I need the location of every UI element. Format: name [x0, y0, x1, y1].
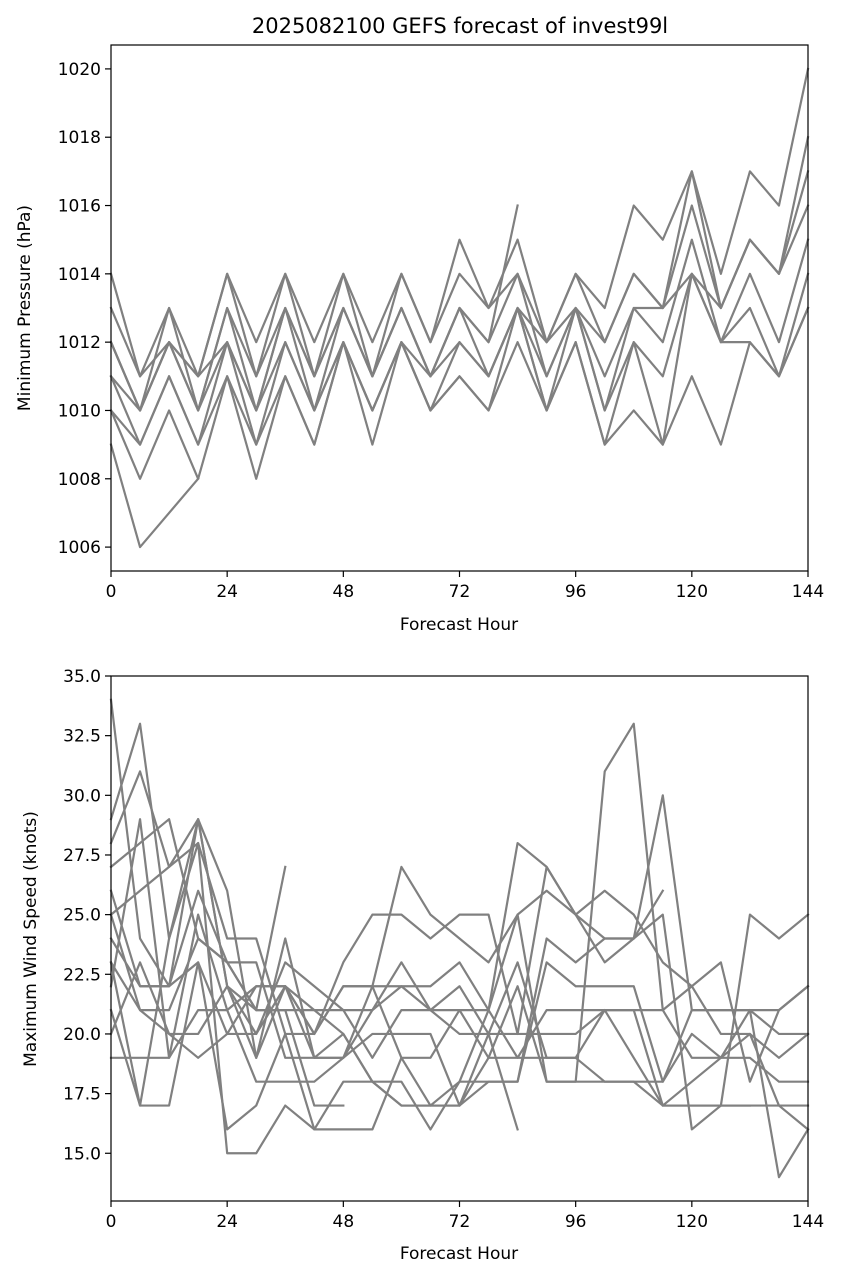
- wind-y-tick-label: 27.5: [63, 846, 101, 866]
- pressure-y-tick-label: 1020: [58, 60, 101, 80]
- pressure-series-line-10: [109, 443, 200, 549]
- wind-x-tick-label: 48: [333, 1212, 355, 1232]
- wind-y-tick-label: 20.0: [63, 1025, 101, 1045]
- wind-y-tick-label: 32.5: [63, 727, 101, 747]
- pressure-series-group: [109, 67, 810, 549]
- pressure-series-line-2: [109, 135, 810, 378]
- wind-x-tick-label: 96: [565, 1212, 587, 1232]
- pressure-x-tick-label: 120: [676, 582, 708, 602]
- wind-series-line-7: [109, 936, 519, 1131]
- pressure-y-tick-label: 1018: [58, 128, 101, 148]
- wind-y-tick-label: 17.5: [63, 1085, 101, 1105]
- wind-y-tick-label: 22.5: [63, 965, 101, 985]
- pressure-y-tick-label: 1016: [58, 197, 101, 217]
- pressure-y-ticks: 1006 1008 1010 1012 1014 1016 1018 1020: [58, 60, 111, 558]
- pressure-panel: 0 24 48 72 96 120 144 1006 1008 1010 1012 1014 1016…: [15, 44, 824, 635]
- pressure-y-axis-label: Minimum Pressure (hPa): [15, 205, 35, 411]
- wind-y-ticks: 15.0 17.5 20.0 22.5 25.0 27.5 30.0 32.5 35.0: [63, 667, 111, 1164]
- pressure-y-tick-label: 1010: [58, 401, 101, 421]
- wind-x-axis-label: Forecast Hour: [400, 1244, 518, 1264]
- wind-y-axis-label: Maximum Wind Speed (knots): [21, 811, 41, 1067]
- pressure-x-axis-label: Forecast Hour: [400, 615, 518, 635]
- wind-series-line-14: [109, 913, 752, 1107]
- pressure-y-tick-label: 1014: [58, 265, 101, 285]
- wind-series-line-10: [109, 961, 810, 1131]
- pressure-x-ticks: 0 24 48 72 96 120 144: [106, 571, 824, 602]
- wind-series-group: [109, 698, 810, 1179]
- wind-x-tick-label: 24: [216, 1212, 238, 1232]
- chart-title: 2025082100 GEFS forecast of invest99l: [252, 14, 668, 38]
- wind-y-tick-label: 25.0: [63, 906, 101, 926]
- wind-x-tick-label: 120: [676, 1212, 708, 1232]
- wind-series-line-11: [109, 961, 810, 1059]
- wind-x-ticks: 0 24 48 72 96 120 144: [106, 1201, 824, 1232]
- wind-x-tick-label: 0: [106, 1212, 117, 1232]
- wind-y-tick-label: 15.0: [63, 1144, 101, 1164]
- wind-y-tick-label: 35.0: [63, 667, 101, 687]
- pressure-y-tick-label: 1006: [58, 538, 101, 558]
- pressure-y-tick-label: 1008: [58, 470, 101, 490]
- pressure-x-tick-label: 24: [216, 582, 238, 602]
- pressure-x-tick-label: 72: [449, 582, 471, 602]
- pressure-x-tick-label: 96: [565, 582, 587, 602]
- wind-y-tick-label: 30.0: [63, 786, 101, 806]
- pressure-y-tick-label: 1012: [58, 333, 101, 353]
- pressure-x-tick-label: 48: [333, 582, 355, 602]
- pressure-series-line-8: [109, 306, 810, 480]
- pressure-x-tick-label: 144: [792, 582, 824, 602]
- pressure-series-line-9: [109, 204, 810, 412]
- wind-x-tick-label: 144: [792, 1212, 824, 1232]
- wind-series-line-13: [109, 937, 345, 1107]
- wind-panel: 0 24 48 72 96 120 144 15.0 17.5 20.0 22.5 25.0 27.5…: [21, 667, 824, 1264]
- pressure-x-tick-label: 0: [106, 582, 117, 602]
- wind-series-line-12: [109, 985, 810, 1107]
- wind-x-tick-label: 72: [449, 1212, 471, 1232]
